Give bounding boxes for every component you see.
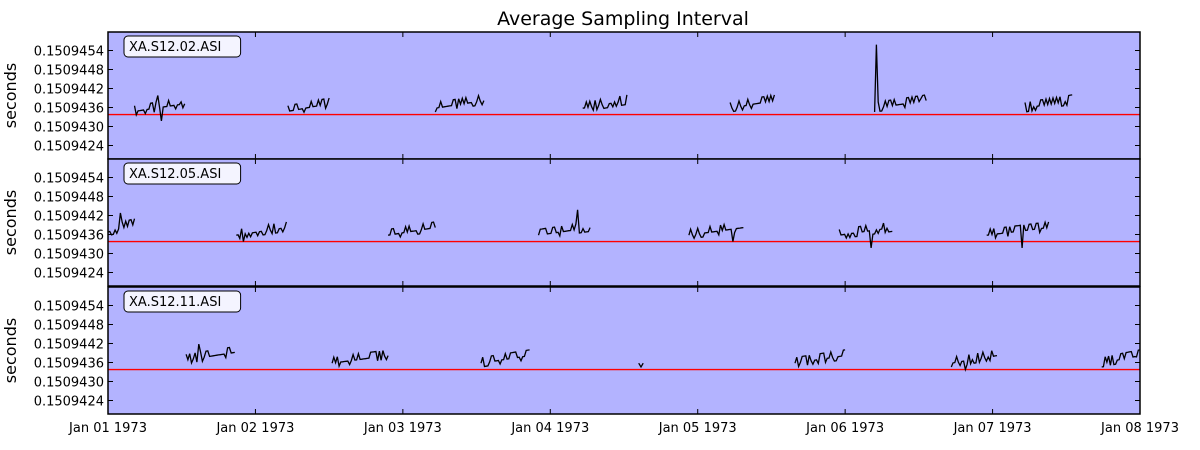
series-segment <box>582 94 628 113</box>
y-tick-label: 0.1509430 <box>34 121 104 136</box>
y-tick-label: 0.1509430 <box>34 248 104 263</box>
panel-2: 0.1509454 0.1509448 0.1509442 0.1509436 0.15… <box>1 286 1141 415</box>
series-segment <box>480 349 530 368</box>
station-label-box <box>123 290 242 313</box>
station-label-box <box>123 35 242 58</box>
series-segment <box>1101 349 1141 368</box>
series-segment <box>638 362 644 369</box>
series-segment <box>794 349 846 369</box>
y-tick-label: 0.1509424 <box>34 267 104 282</box>
x-tick-label: Jan 03 1973 <box>363 421 442 436</box>
series-segment <box>688 222 744 242</box>
series-segment <box>107 212 136 236</box>
x-tick-label: Jan 05 1973 <box>658 421 737 436</box>
panel-border <box>107 158 1141 287</box>
series-segment <box>950 349 998 372</box>
y-tick-label: 0.1509454 <box>34 45 104 60</box>
x-tick-label: Jan 07 1973 <box>953 421 1032 436</box>
y-tick-label: 0.1509424 <box>34 395 104 410</box>
y-axis-label: seconds <box>1 318 20 383</box>
series-segment <box>838 222 893 248</box>
y-tick-label: 0.1509436 <box>34 357 104 372</box>
y-tick-label: 0.1509448 <box>34 319 104 334</box>
y-tick-label: 0.1509442 <box>34 83 104 98</box>
series-segment <box>287 97 330 114</box>
panel-background <box>108 287 1140 414</box>
y-tick-label: 0.1509424 <box>34 140 104 155</box>
series-segment <box>729 93 776 113</box>
series-segment <box>537 209 591 239</box>
y-tick-label: 0.1509448 <box>34 191 104 206</box>
series-segment <box>331 350 389 369</box>
x-tick-label: Jan 08 1973 <box>1100 421 1179 436</box>
y-tick-label: 0.1509454 <box>34 300 104 315</box>
x-tick-label: Jan 06 1973 <box>805 421 884 436</box>
panel-0: 0.1509454 0.1509448 0.1509442 0.1509436 0.15… <box>1 31 1141 160</box>
panel-border <box>107 286 1141 415</box>
y-tick-label: 0.1509430 <box>34 376 104 391</box>
y-tick-label: 0.1509442 <box>34 210 104 225</box>
series-segment <box>185 343 235 366</box>
x-tick-label: Jan 01 1973 <box>68 421 147 436</box>
y-tick-label: 0.1509454 <box>34 172 104 187</box>
y-tick-label: 0.1509436 <box>34 102 104 117</box>
y-tick-label: 0.1509442 <box>34 338 104 353</box>
panel-background <box>108 159 1140 286</box>
series-segment <box>236 221 288 242</box>
panel-background <box>108 32 1140 159</box>
series-segment <box>986 220 1050 248</box>
station-label: XA.S12.11.ASI <box>129 295 221 310</box>
x-tick-label: Jan 04 1973 <box>510 421 589 436</box>
panels: 0.1509454 0.1509448 0.1509442 0.1509436 0.15… <box>1 31 1141 415</box>
y-tick-label: 0.1509448 <box>34 64 104 79</box>
series-segment <box>387 221 436 239</box>
y-tick-label: 0.1509436 <box>34 229 104 244</box>
station-label-box <box>123 162 242 185</box>
y-axis-label: seconds <box>1 190 20 255</box>
panel-1: 0.1509454 0.1509448 0.1509442 0.1509436 0.15… <box>1 158 1141 287</box>
station-label: XA.S12.05.ASI <box>129 167 221 182</box>
series-segment <box>133 95 186 121</box>
y-axis-label: seconds <box>1 63 20 128</box>
x-tick-label: Jan 02 1973 <box>215 421 294 436</box>
series-segment <box>434 93 485 113</box>
chart-title: Average Sampling Interval <box>497 8 749 30</box>
x-axis-ticks: Jan 01 1973 Jan 02 1973 Jan 03 1973 Jan 04 … <box>68 421 1179 436</box>
series-segment <box>873 44 927 113</box>
station-label: XA.S12.02.ASI <box>129 40 221 55</box>
series-segment <box>1024 94 1073 114</box>
